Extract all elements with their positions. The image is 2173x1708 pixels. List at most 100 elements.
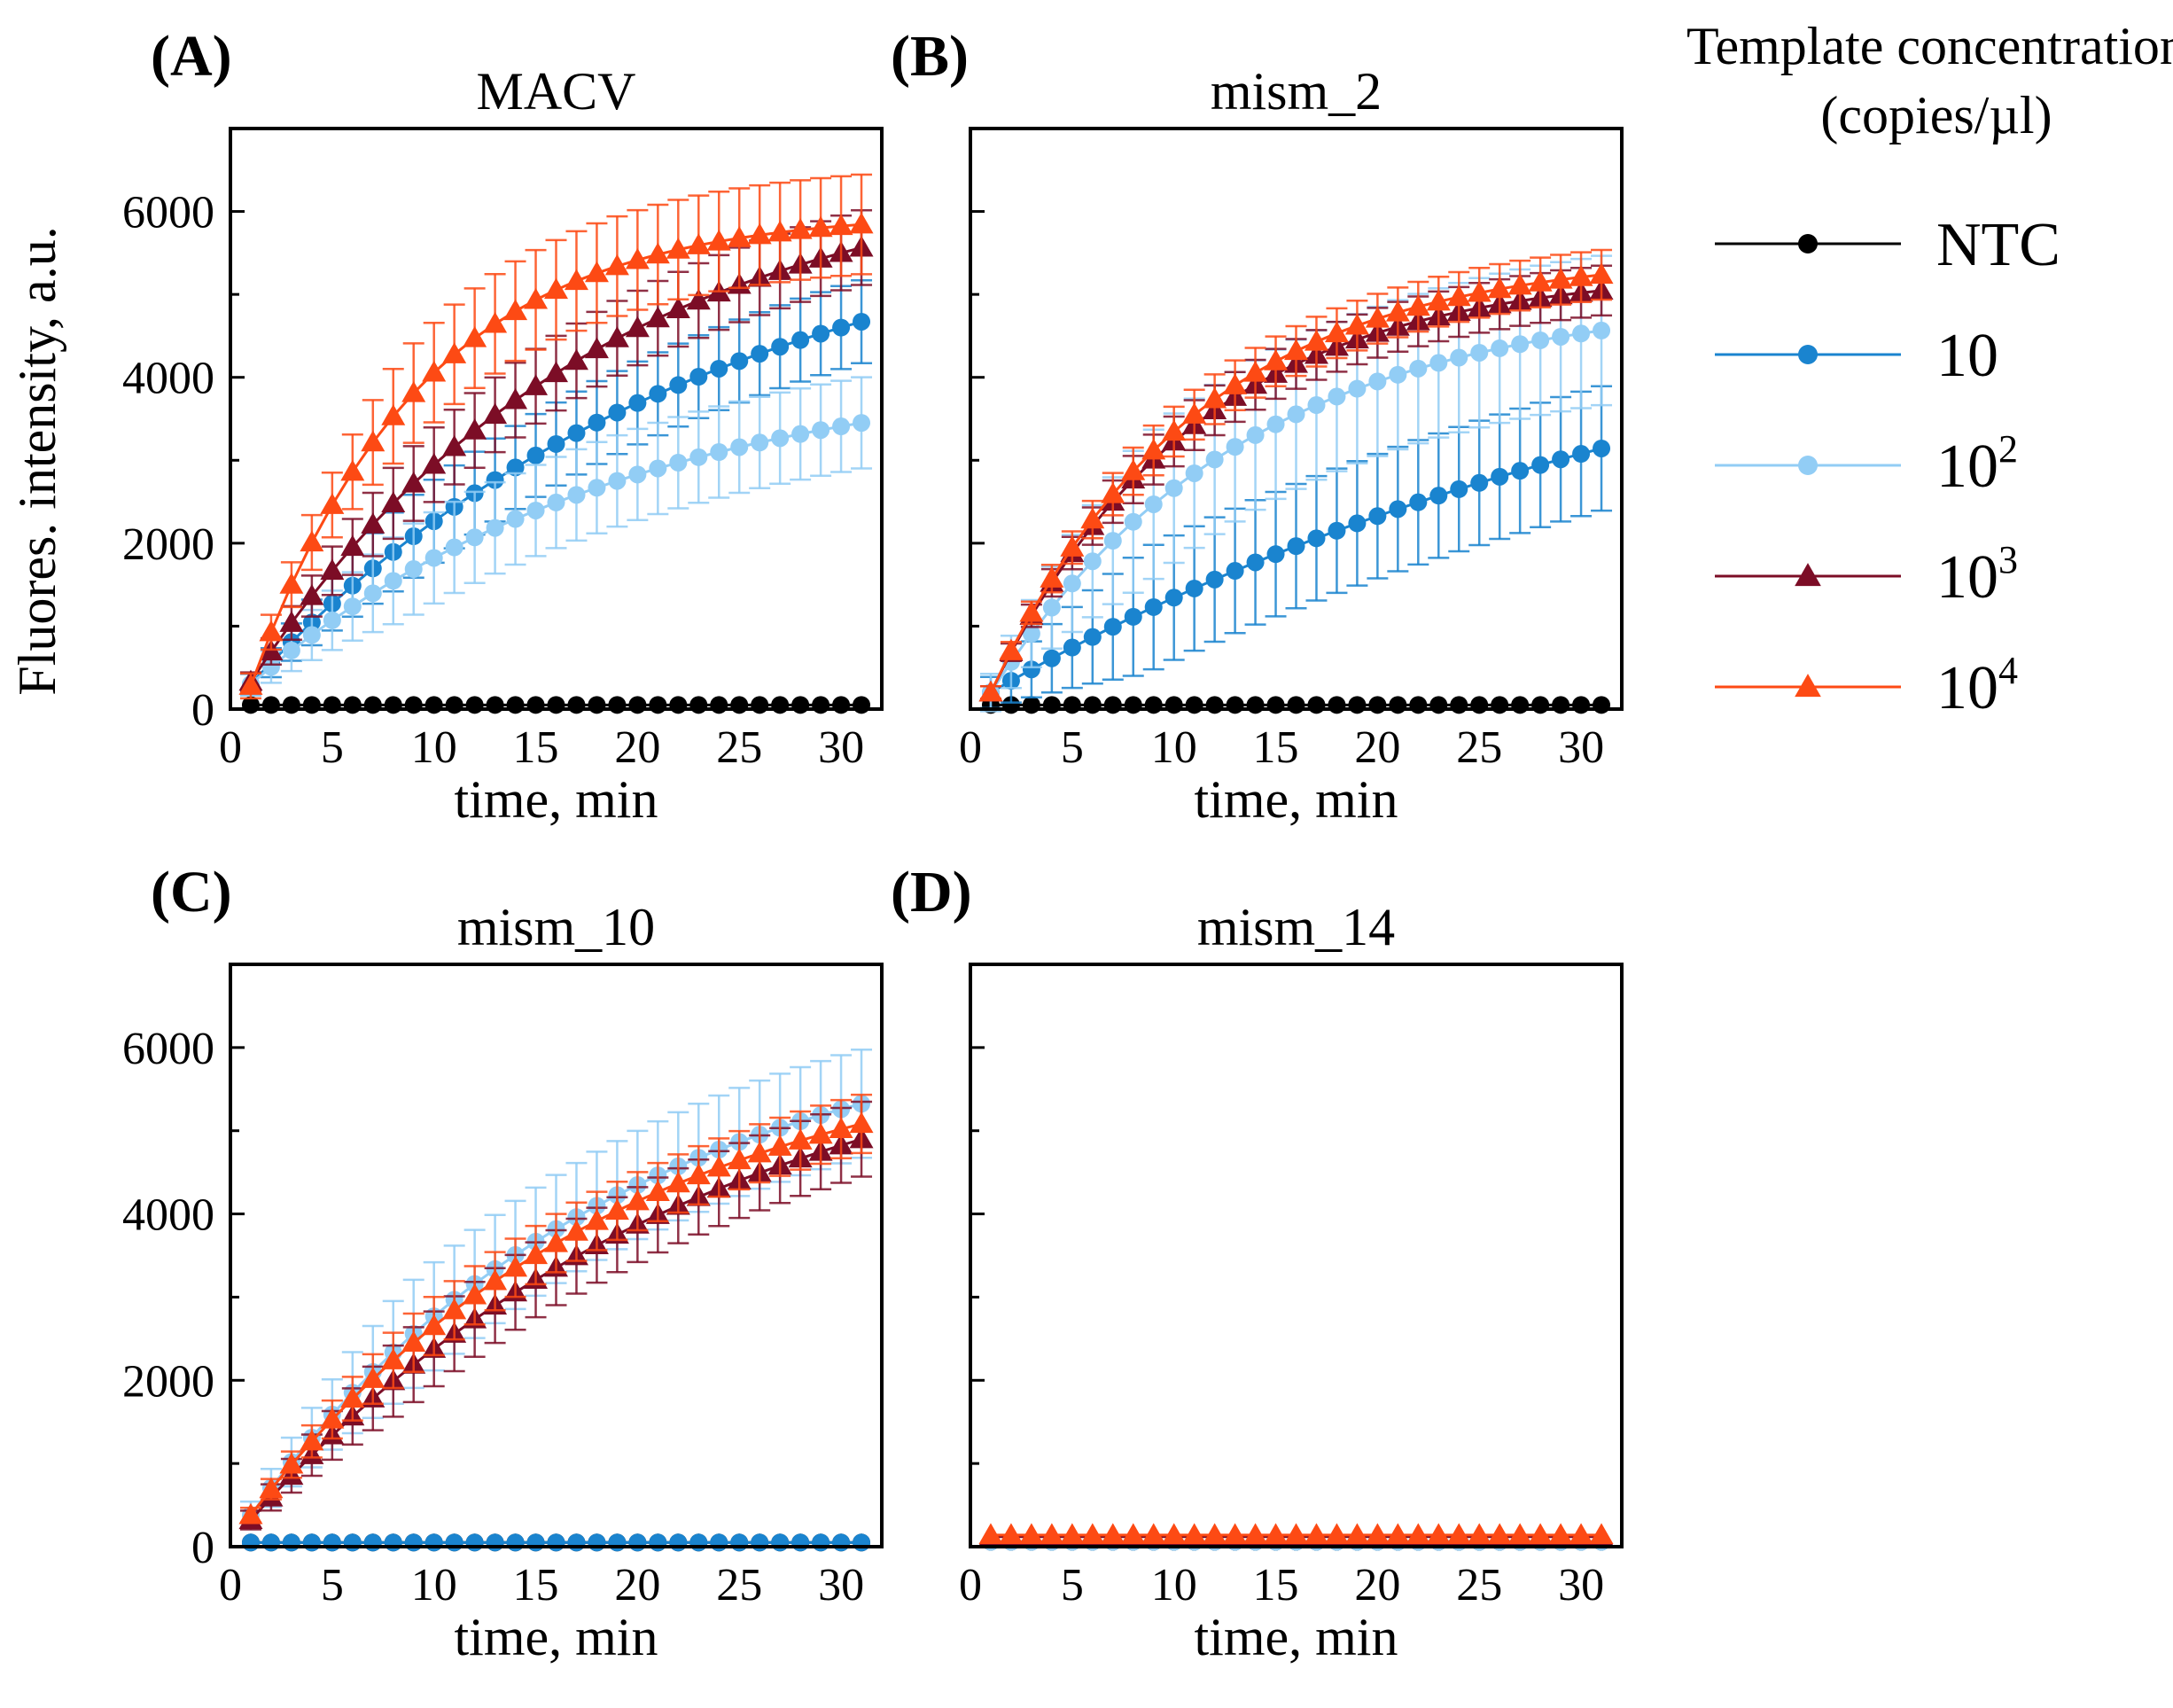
data-point [1101,482,1125,503]
data-point [1226,562,1244,581]
data-point [1063,574,1081,593]
data-point [506,696,525,714]
data-point [1409,359,1428,378]
data-point [832,1533,851,1552]
x-tick-label: 5 [1061,722,1084,773]
data-point [771,429,790,448]
panel-title: mism_14 [1197,898,1395,956]
data-point [1507,273,1532,295]
data-point [1164,479,1183,497]
data-point [422,360,447,382]
data-point [544,277,568,300]
data-point [1348,696,1367,714]
data-point [1162,1523,1187,1544]
data-point [649,1533,667,1552]
x-tick-label: 20 [614,722,660,773]
data-point [1385,1523,1410,1544]
series-c10000 [238,1093,874,1525]
data-point [1042,696,1061,714]
data-point [320,1407,345,1429]
data-point [1124,696,1142,714]
panel-b: (B) mism_2 0 5 10 15 20 25 30 time, min [891,24,1624,829]
data-point [544,1230,568,1252]
x-tick-label: 20 [1354,1560,1400,1611]
data-point [1083,628,1102,646]
data-point [849,212,874,234]
data-point [588,413,606,432]
data-point [445,538,463,557]
data-point [282,1533,300,1552]
panel-label: (B) [891,24,969,89]
x-tick-label: 5 [1061,1560,1084,1611]
x-tick-label: 25 [1456,722,1502,773]
x-tick-label: 30 [818,1560,864,1611]
data-point [1491,696,1509,714]
data-point [1487,1523,1512,1544]
data-point [1264,349,1289,370]
data-point [1593,321,1611,339]
data-point [422,1314,447,1336]
data-point [706,229,731,251]
data-point [710,1533,728,1552]
data-point [506,510,525,528]
panel-title: MACV [476,62,635,121]
panel-title: mism_2 [1211,62,1382,121]
data-point [483,1268,508,1291]
x-axis-label: time, min [455,770,658,829]
data-point [727,226,752,247]
data-point [401,1330,426,1353]
data-point [463,326,487,347]
data-point [747,1141,772,1163]
legend-label: NTC [1936,211,2060,279]
data-point [381,404,406,425]
data-point [669,376,688,394]
data-point [259,1477,284,1499]
x-axis-label: time, min [455,1608,658,1666]
data-point [442,434,467,456]
data-point [1246,553,1265,572]
data-point [584,1209,609,1230]
x-axis-label: time, min [1195,1608,1398,1666]
data-point [747,222,772,245]
data-point [1368,696,1387,714]
data-point [1528,1523,1553,1544]
data-point [445,1533,463,1552]
data-point [465,528,484,547]
data-point [1470,696,1489,714]
data-point [1304,1523,1328,1544]
data-point [259,620,284,642]
panel-title: mism_10 [457,898,655,956]
data-point [526,446,545,464]
data-point [588,479,606,497]
data-point [1307,529,1326,548]
data-point [751,433,769,452]
data-point [604,326,629,347]
x-tick-label: 15 [513,722,559,773]
data-point [442,342,467,363]
x-axis-label: time, min [1195,770,1398,829]
panel-label: (C) [151,860,232,924]
data-point [526,696,545,714]
data-point [978,680,1003,702]
data-point [1022,696,1040,714]
data-point [1287,537,1305,556]
data-point [261,1533,280,1552]
x-tick-label: 5 [321,722,344,773]
data-point [302,696,321,714]
data-point [1429,696,1448,714]
x-tick-label: 15 [1253,722,1299,773]
data-point [1144,495,1163,513]
series-c10000 [238,173,874,700]
data-point [1144,597,1163,616]
data-point [1083,552,1102,571]
data-point [1552,327,1570,346]
data-point [1182,1523,1207,1544]
data-point [730,438,749,456]
data-point [812,696,830,714]
data-point [238,1502,263,1525]
data-point [1080,1523,1105,1544]
data-point [645,1180,670,1202]
data-point [1569,265,1593,286]
data-point [1226,438,1244,456]
